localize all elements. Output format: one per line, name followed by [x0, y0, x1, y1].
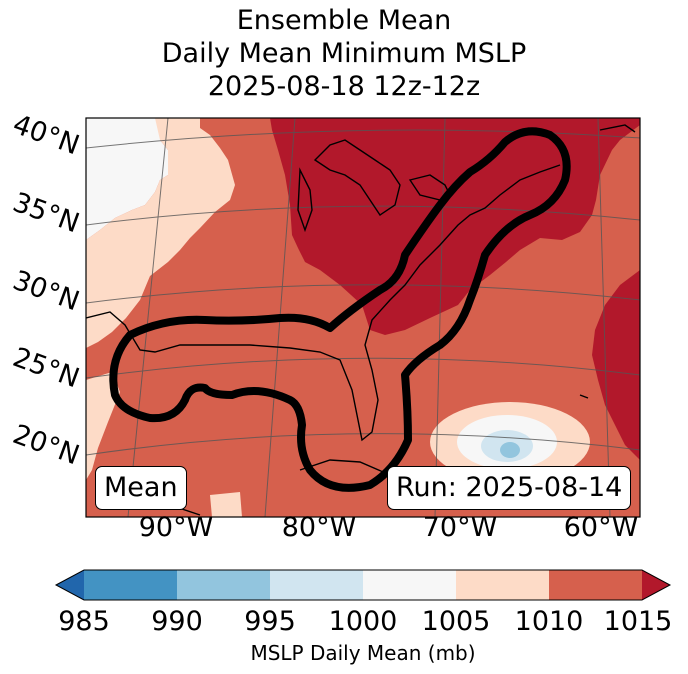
colorbar-segment-995-1000 [270, 570, 363, 600]
colorbar-outline [54, 569, 672, 601]
lon-label-60w: 60°W [563, 512, 639, 543]
title-line-1: Ensemble Mean [236, 5, 452, 36]
field-1005-1010-bottom [210, 492, 242, 517]
colorbar-tick-985: 985 [58, 606, 110, 637]
colorbar-tick-990: 990 [151, 606, 203, 637]
colorbar-segment-985-990 [84, 570, 177, 600]
lon-label-80w: 80°W [281, 512, 357, 543]
title-line-3: 2025-08-18 12z-12z [207, 71, 481, 102]
field-990-995-se [500, 442, 520, 458]
coastlines [86, 124, 636, 516]
graticule [86, 118, 640, 517]
colorbar-label: MSLP Daily Mean (mb) [250, 641, 476, 665]
colorbar-below-arrow [56, 570, 84, 600]
colorbar-segment-1000-1005 [363, 570, 456, 600]
lon-label-90w: 90°W [138, 512, 214, 543]
field-1000-1005-nw [86, 118, 168, 240]
lon-label-70w: 70°W [422, 512, 498, 543]
field-1005-1010-west [86, 118, 235, 348]
field-1005-1010-sw [86, 372, 120, 480]
colorbar-tick-1005: 1005 [421, 606, 491, 637]
run-date-box: Run: 2025-08-14 [387, 466, 632, 510]
colorbar-segment-1010-1015 [549, 570, 642, 600]
thick-contour [109, 127, 571, 492]
field-above-1015 [270, 118, 640, 335]
colorbar-segment-990-995 [177, 570, 270, 600]
colorbar-segment-1005-1010 [456, 570, 549, 600]
colorbar-tick-995: 995 [244, 606, 296, 637]
colorbar-tick-1015: 1015 [603, 606, 673, 637]
colorbar-tick-1010: 1010 [514, 606, 584, 637]
mean-label-box: Mean [95, 466, 187, 510]
colorbar-above-arrow [642, 570, 670, 600]
colorbar-tick-1000: 1000 [328, 606, 398, 637]
title-line-2: Daily Mean Minimum MSLP [161, 38, 527, 69]
